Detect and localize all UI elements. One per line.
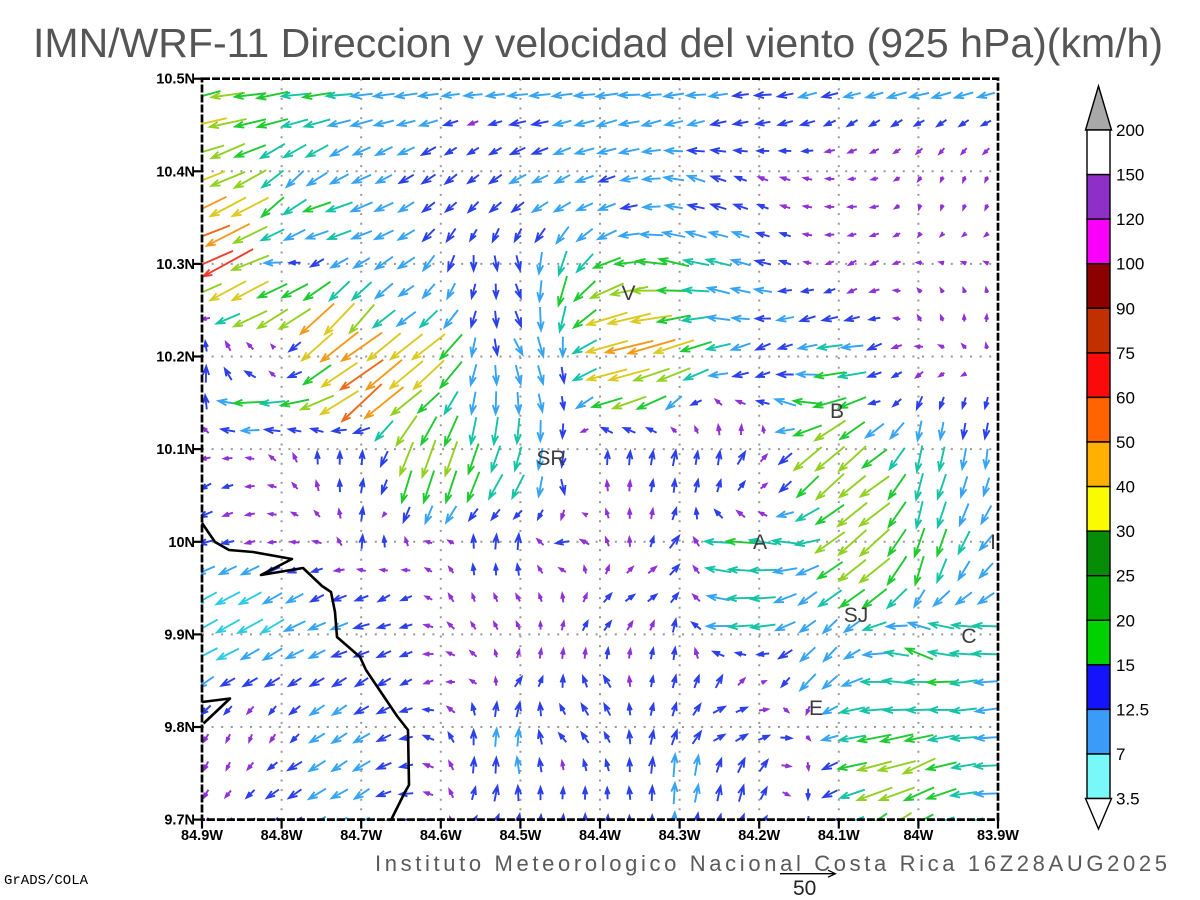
svg-text:100: 100 (1116, 255, 1144, 274)
svg-text:120: 120 (1116, 210, 1144, 229)
svg-text:84W: 84W (903, 828, 933, 844)
svg-text:20: 20 (1116, 611, 1135, 630)
svg-text:IMN/WRF-11 Direccion y velocid: IMN/WRF-11 Direccion y velocidad del vie… (33, 20, 1163, 66)
svg-text:SR: SR (536, 447, 565, 470)
svg-text:84.2W: 84.2W (738, 828, 780, 844)
svg-text:7: 7 (1116, 745, 1125, 764)
svg-text:30: 30 (1116, 522, 1135, 541)
svg-text:84.5W: 84.5W (499, 828, 541, 844)
svg-text:90: 90 (1116, 299, 1135, 318)
svg-text:I: I (990, 531, 996, 554)
svg-text:150: 150 (1116, 166, 1144, 185)
svg-text:25: 25 (1116, 567, 1135, 586)
svg-text:10.3N: 10.3N (156, 257, 195, 273)
svg-text:A: A (753, 531, 767, 554)
svg-text:B: B (830, 400, 844, 423)
svg-text:10.2N: 10.2N (156, 350, 195, 366)
svg-text:10N: 10N (168, 535, 195, 551)
svg-text:84.7W: 84.7W (340, 828, 382, 844)
svg-text:10.4N: 10.4N (156, 164, 195, 180)
svg-text:9.8N: 9.8N (164, 720, 195, 736)
svg-text:84.3W: 84.3W (659, 828, 701, 844)
svg-text:40: 40 (1116, 478, 1135, 497)
svg-text:10.1N: 10.1N (156, 442, 195, 458)
svg-text:50: 50 (1116, 433, 1135, 452)
svg-text:84.1W: 84.1W (818, 828, 860, 844)
svg-text:60: 60 (1116, 388, 1135, 407)
svg-text:E: E (809, 697, 823, 720)
svg-text:Instituto Meteorologico Nacion: Instituto Meteorologico Nacional Costa R… (375, 851, 1167, 876)
svg-text:10.5N: 10.5N (156, 72, 195, 88)
svg-text:84.4W: 84.4W (579, 828, 621, 844)
svg-text:84.9W: 84.9W (181, 828, 223, 844)
svg-text:75: 75 (1116, 344, 1135, 363)
svg-text:SJ: SJ (844, 604, 869, 627)
svg-text:15: 15 (1116, 656, 1135, 675)
svg-text:9.7N: 9.7N (164, 813, 195, 829)
svg-text:GrADS/COLA: GrADS/COLA (4, 873, 89, 889)
svg-text:C: C (961, 625, 976, 648)
svg-text:84.8W: 84.8W (261, 828, 303, 844)
svg-text:50: 50 (793, 877, 816, 900)
svg-text:83.9W: 83.9W (977, 828, 1019, 844)
svg-text:12.5: 12.5 (1116, 700, 1149, 719)
svg-text:200: 200 (1116, 121, 1144, 140)
svg-text:9.9N: 9.9N (164, 627, 195, 643)
svg-text:84.6W: 84.6W (420, 828, 462, 844)
svg-text:3.5: 3.5 (1116, 790, 1140, 809)
svg-text:V: V (621, 282, 635, 305)
